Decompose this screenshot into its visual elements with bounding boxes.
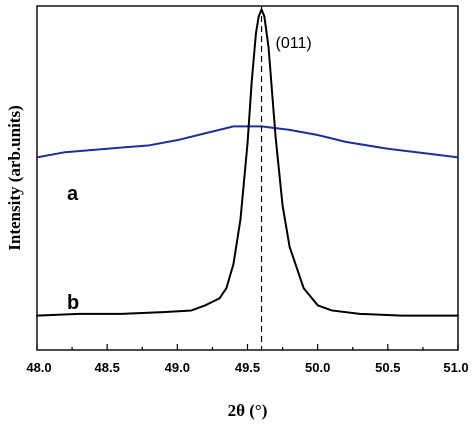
series-layer bbox=[36, 8, 459, 317]
y-axis-title: Intensity (arb.units) bbox=[5, 105, 24, 250]
plot-frame bbox=[36, 5, 459, 351]
series-label-b: b bbox=[67, 292, 79, 314]
series-line-b bbox=[36, 8, 459, 317]
peak-annotation-011: (011) bbox=[276, 35, 312, 52]
x-tick-label: 51.0 bbox=[443, 360, 468, 375]
series-line-a bbox=[36, 125, 459, 159]
x-tick-label: 49.5 bbox=[235, 360, 260, 375]
x-tick-label: 50.0 bbox=[305, 360, 330, 375]
x-tick-label: 48.5 bbox=[95, 360, 120, 375]
x-axis-title: 2θ (°) bbox=[228, 401, 268, 420]
series-label-a: a bbox=[67, 183, 79, 205]
x-tick-label: 48.0 bbox=[26, 360, 51, 375]
x-tick-label: 49.0 bbox=[165, 360, 190, 375]
x-tick-label: 50.5 bbox=[375, 360, 400, 375]
x-axis-ticks: 48.0 48.5 49.0 49.5 50.0 50.5 51.0 bbox=[26, 344, 469, 375]
